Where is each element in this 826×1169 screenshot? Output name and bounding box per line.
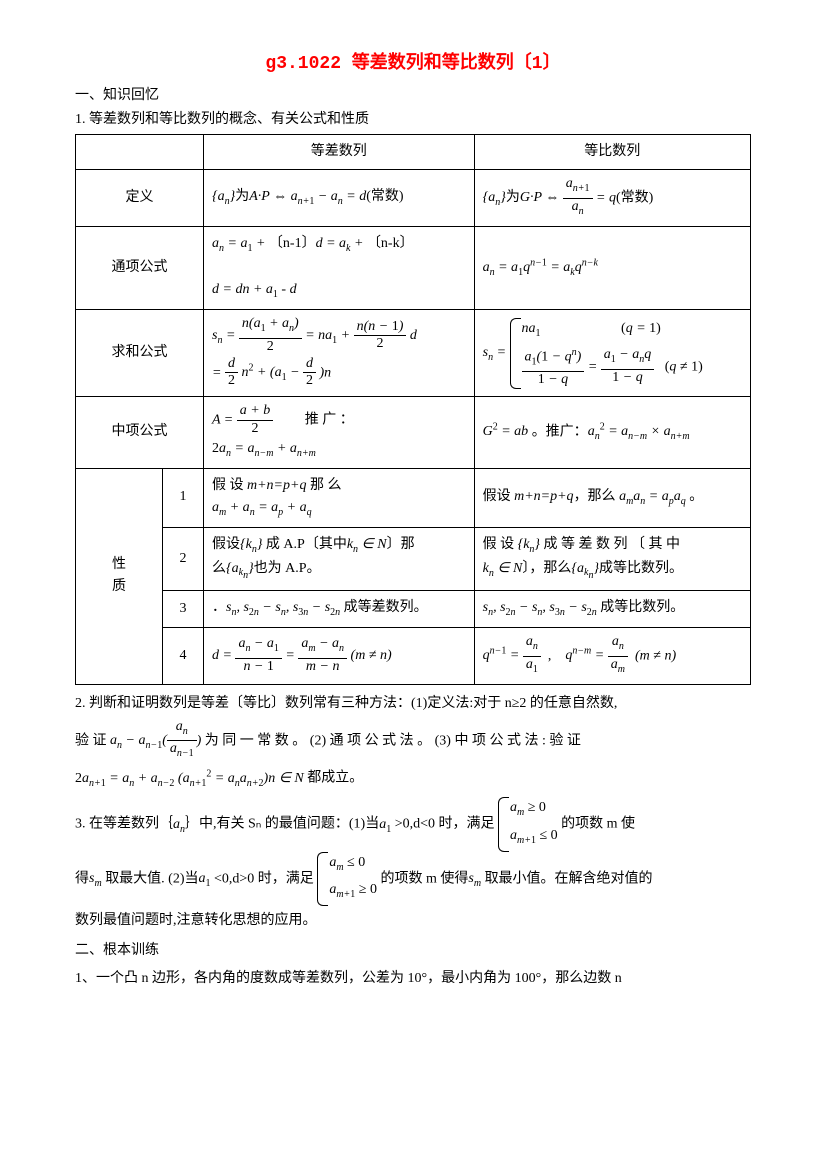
p2a: 2. 判断和证明数列是等差〔等比〕数列常有三种方法：(1)定义法:对于 n≥2 … — [75, 696, 617, 711]
row-prop1: 性质 1 假 设 m+n=p+q 那 么 am + an = ap + aq 假… — [76, 468, 751, 527]
cell-arith: ．sn, s2n − sn, s3n − s2n 成等差数列。 — [204, 591, 475, 628]
p3a: 3. 在等差数列｛ — [75, 817, 173, 832]
p3d: 的项数 m 使 — [561, 817, 635, 832]
row-prop2: 2 假设{kn} 成 A.P〔其中kn ∈ N〕那 么{akn}也为 A.P。 … — [76, 527, 751, 591]
row-label: 中项公式 — [76, 397, 204, 468]
cell-geom: qn−1 = ana1 , qn−m = anam (m ≠ n) — [474, 628, 750, 685]
cell-geom: {an}为G·P ⇔ an+1an = q(常数) — [474, 169, 750, 226]
row-prop4: 4 d = an − a1n − 1 = am − anm − n (m ≠ n… — [76, 628, 751, 685]
cell-geom: 假设 m+n=p+q，那么 aman = apaq 。 — [474, 468, 750, 527]
q1: 1、一个凸 n 边形，各内角的度数成等差数列，公差为 10°，最小内角为 100… — [75, 964, 751, 993]
page-title: g3.1022 等差数列和等比数列〔1〕 — [75, 50, 751, 79]
p3e: 得 — [75, 871, 89, 886]
prop-num: 1 — [163, 468, 204, 527]
cell-arith: A = a + b2 推 广 ： 2an = an−m + an+m — [204, 397, 475, 468]
prop-num: 4 — [163, 628, 204, 685]
cell-arith: {an}为A·P ⇔ an+1 − an = d(常数) — [204, 169, 475, 226]
prop-num: 3 — [163, 591, 204, 628]
table-header-row: 等差数列 等比数列 — [76, 134, 751, 169]
prop-num: 2 — [163, 527, 204, 591]
cell-geom: sn, s2n − sn, s3n − s2n 成等比数列。 — [474, 591, 750, 628]
section1-sub: 1. 等差数列和等比数列的概念、有关公式和性质 — [75, 109, 751, 131]
row-general-term: 通项公式 an = a1 + 〔n-1〕d = ak + 〔n-k〕 d = d… — [76, 227, 751, 310]
cell-arith: 假 设 m+n=p+q 那 么 am + an = ap + aq — [204, 468, 475, 527]
p3b: ｝中,有关 Sₙ 的最值问题：(1)当 — [185, 817, 379, 832]
cell-arith: sn = n(a1 + an)2 = na1 + n(n − 1)2 d = d… — [204, 310, 475, 397]
row-label: 定义 — [76, 169, 204, 226]
row-label: 求和公式 — [76, 310, 204, 397]
th-arith: 等差数列 — [204, 134, 475, 169]
p3f: 取最大值. (2)当 — [102, 871, 199, 886]
p3c: >0,d<0 时，满足 — [391, 817, 494, 832]
para-maxmin: 3. 在等差数列｛an｝中,有关 Sₙ 的最值问题：(1)当a1 >0,d<0 … — [75, 797, 751, 935]
row-sum: 求和公式 sn = n(a1 + an)2 = na1 + n(n − 1)2 … — [76, 310, 751, 397]
p3h: 的项数 m 使得 — [380, 871, 468, 886]
row-label: 通项公式 — [76, 227, 204, 310]
row-prop3: 3 ．sn, s2n − sn, s3n − s2n 成等差数列。 sn, s2… — [76, 591, 751, 628]
cell-geom: G2 = ab 。推广：an2 = an−m × an+m — [474, 397, 750, 468]
section2-heading: 二、根本训练 — [75, 940, 751, 962]
row-midterm: 中项公式 A = a + b2 推 广 ： 2an = an−m + an+m … — [76, 397, 751, 468]
cell-arith: an = a1 + 〔n-1〕d = ak + 〔n-k〕 d = dn + a… — [204, 227, 475, 310]
p3i: 取最小值。在解含绝对值的 — [481, 871, 653, 886]
cell-geom: an = a1qn−1 = akqn−k — [474, 227, 750, 310]
cell-geom: sn = na1 (q = 1) a1(1 − qn)1 − q = a1 − … — [474, 310, 750, 397]
comparison-table: 等差数列 等比数列 定义 {an}为A·P ⇔ an+1 − an = d(常数… — [75, 134, 751, 686]
row-label-prop: 性质 — [76, 468, 163, 685]
th-blank — [76, 134, 204, 169]
para-method: 2. 判断和证明数列是等差〔等比〕数列常有三种方法：(1)定义法:对于 n≥2 … — [75, 689, 751, 793]
cell-arith: d = an − a1n − 1 = am − anm − n (m ≠ n) — [204, 628, 475, 685]
p3j: 数列最值问题时,注意转化思想的应用。 — [75, 913, 317, 928]
row-definition: 定义 {an}为A·P ⇔ an+1 − an = d(常数) {an}为G·P… — [76, 169, 751, 226]
cell-arith: 假设{kn} 成 A.P〔其中kn ∈ N〕那 么{akn}也为 A.P。 — [204, 527, 475, 591]
p3g: <0,d>0 时，满足 — [211, 871, 314, 886]
p2b: 为 同 一 常 数 。 (2) 通 项 公 式 法 。 (3) 中 项 公 式 … — [205, 733, 581, 748]
section1-heading: 一、知识回忆 — [75, 85, 751, 107]
th-geom: 等比数列 — [474, 134, 750, 169]
cell-geom: 假 设 {kn} 成 等 差 数 列 〔 其 中 kn ∈ N〕，那么{akn}… — [474, 527, 750, 591]
p2c: 都成立。 — [307, 771, 363, 786]
